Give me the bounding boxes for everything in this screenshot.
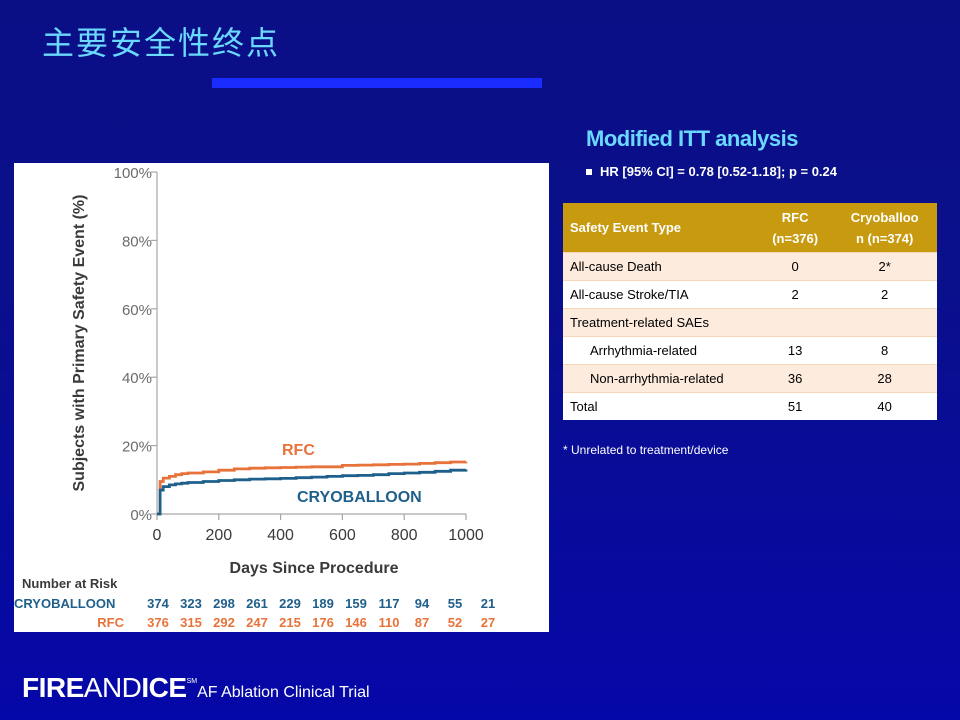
row-cryo-value: 2 bbox=[832, 280, 937, 309]
row-rfc-value: 2 bbox=[758, 280, 833, 309]
y-tick-label: 20% bbox=[122, 439, 152, 456]
header-cryo-line2: n (n=374) bbox=[855, 230, 914, 246]
risk-value: 146 bbox=[345, 615, 367, 630]
series-line-rfc bbox=[157, 460, 468, 516]
header-cryo-line1: Cryoballoo bbox=[850, 209, 919, 225]
series-line-cryoballoon bbox=[157, 468, 468, 516]
row-cryo-value: 28 bbox=[832, 364, 937, 393]
logo-and: AND bbox=[83, 672, 142, 703]
x-tick-label: 600 bbox=[329, 527, 356, 544]
logo-subtitle: AF Ablation Clinical Trial bbox=[197, 684, 370, 701]
table-row: Total 51 40 bbox=[563, 392, 937, 420]
row-label: Non-arrhythmia-related bbox=[563, 364, 758, 393]
y-tick-label: 80% bbox=[122, 233, 152, 250]
x-tick-label: 1000 bbox=[448, 527, 484, 544]
risk-value: 21 bbox=[481, 596, 495, 611]
itt-heading: Modified ITT analysis bbox=[586, 126, 798, 151]
table-header-row: Safety Event Type RFC (n=376) Cryoballoo n… bbox=[563, 203, 937, 253]
risk-value: 176 bbox=[312, 615, 334, 630]
risk-value: 110 bbox=[379, 615, 400, 630]
header-cryo: Cryoballoo n (n=374) bbox=[832, 203, 937, 253]
title-underline-bar bbox=[212, 78, 542, 88]
y-axis-ticks: 0% 20% 40% 60% 80% 100% bbox=[114, 165, 157, 524]
y-tick-label: 100% bbox=[114, 165, 152, 182]
risk-value: 247 bbox=[246, 615, 268, 630]
row-label: Total bbox=[563, 392, 758, 420]
row-rfc-value: 51 bbox=[758, 392, 833, 420]
y-tick-label: 0% bbox=[130, 507, 152, 524]
risk-value: 94 bbox=[415, 596, 430, 611]
x-tick-label: 200 bbox=[205, 527, 232, 544]
risk-row-cryo-name: CRYOBALLOON bbox=[14, 596, 115, 611]
slide-title: 主要安全性终点 bbox=[42, 24, 281, 62]
table-row: Non-arrhythmia-related 36 28 bbox=[563, 364, 937, 393]
header-rfc-line2: (n=376) bbox=[772, 230, 819, 246]
x-axis-ticks: 0 200 400 600 800 1000 bbox=[153, 514, 484, 544]
table-row: Treatment-related SAEs bbox=[563, 308, 937, 337]
risk-value: 376 bbox=[147, 615, 169, 630]
risk-value: 52 bbox=[448, 615, 462, 630]
row-cryo-value bbox=[832, 308, 937, 337]
risk-value: 323 bbox=[180, 596, 202, 611]
row-cryo-value: 2* bbox=[832, 252, 937, 281]
x-tick-label: 0 bbox=[153, 527, 162, 544]
row-label: Arrhythmia-related bbox=[563, 336, 758, 365]
row-rfc-value: 36 bbox=[758, 364, 833, 393]
risk-value: 159 bbox=[345, 596, 367, 611]
km-chart: 0% 20% 40% 60% 80% 100% 0 200 400 600 800 1000 RFC… bbox=[14, 165, 495, 630]
table-row: Arrhythmia-related 13 8 bbox=[563, 336, 937, 365]
hr-statement: HR [95% CI] = 0.78 [0.52-1.18]; p = 0.24 bbox=[586, 164, 837, 179]
row-rfc-value: 13 bbox=[758, 336, 833, 365]
km-chart-panel: 0% 20% 40% 60% 80% 100% 0 200 400 600 800 1000 RFC… bbox=[14, 163, 549, 632]
safety-table: Safety Event Type RFC (n=376) Cryoballoo n… bbox=[563, 203, 937, 420]
risk-value: 215 bbox=[279, 615, 301, 630]
risk-value: 261 bbox=[246, 596, 268, 611]
table-footnote: * Unrelated to treatment/device bbox=[563, 443, 729, 457]
series-label-rfc: RFC bbox=[282, 442, 315, 459]
x-tick-label: 400 bbox=[267, 527, 294, 544]
x-tick-label: 800 bbox=[391, 527, 418, 544]
risk-value: 292 bbox=[213, 615, 235, 630]
header-rfc: RFC (n=376) bbox=[758, 203, 833, 253]
fire-and-ice-logo: FIREANDICESMAF Ablation Clinical Trial bbox=[22, 672, 370, 704]
header-rfc-line1: RFC bbox=[781, 209, 809, 225]
row-cryo-value: 40 bbox=[832, 392, 937, 420]
risk-value: 229 bbox=[279, 596, 301, 611]
x-axis-label: Days Since Procedure bbox=[230, 560, 399, 577]
risk-values: 374 323 298 261 229 189 159 117 94 55 21 376 315 292 2… bbox=[147, 596, 495, 630]
y-tick-label: 40% bbox=[122, 370, 152, 387]
risk-value: 374 bbox=[147, 596, 169, 611]
row-rfc-value: 0 bbox=[758, 252, 833, 281]
row-label: All-cause Stroke/TIA bbox=[563, 280, 758, 309]
risk-value: 55 bbox=[448, 596, 462, 611]
table-row: All-cause Stroke/TIA 2 2 bbox=[563, 280, 937, 309]
y-tick-label: 60% bbox=[122, 302, 152, 319]
row-label: Treatment-related SAEs bbox=[563, 308, 758, 337]
risk-table-title: Number at Risk bbox=[22, 576, 118, 591]
header-event-type: Safety Event Type bbox=[563, 203, 758, 253]
hr-text: HR [95% CI] = 0.78 [0.52-1.18]; p = 0.24 bbox=[600, 164, 837, 179]
row-cryo-value: 8 bbox=[832, 336, 937, 365]
risk-value: 189 bbox=[312, 596, 334, 611]
y-axis-label: Subjects with Primary Safety Event (%) bbox=[71, 195, 88, 492]
risk-value: 298 bbox=[213, 596, 235, 611]
risk-value: 87 bbox=[415, 615, 429, 630]
series-label-cryo: CRYOBALLOON bbox=[297, 489, 422, 506]
bullet-icon bbox=[586, 168, 592, 175]
row-rfc-value bbox=[758, 308, 833, 337]
risk-value: 117 bbox=[379, 596, 400, 611]
logo-fire: FIRE bbox=[22, 672, 84, 703]
risk-value: 27 bbox=[481, 615, 495, 630]
risk-value: 315 bbox=[180, 615, 202, 630]
table-row: All-cause Death 0 2* bbox=[563, 252, 937, 281]
risk-row-rfc-name: RFC bbox=[97, 615, 124, 630]
logo-service-mark: SM bbox=[186, 678, 198, 685]
series-layer bbox=[157, 460, 468, 516]
logo-ice: ICE bbox=[141, 672, 187, 703]
row-label: All-cause Death bbox=[563, 252, 758, 281]
